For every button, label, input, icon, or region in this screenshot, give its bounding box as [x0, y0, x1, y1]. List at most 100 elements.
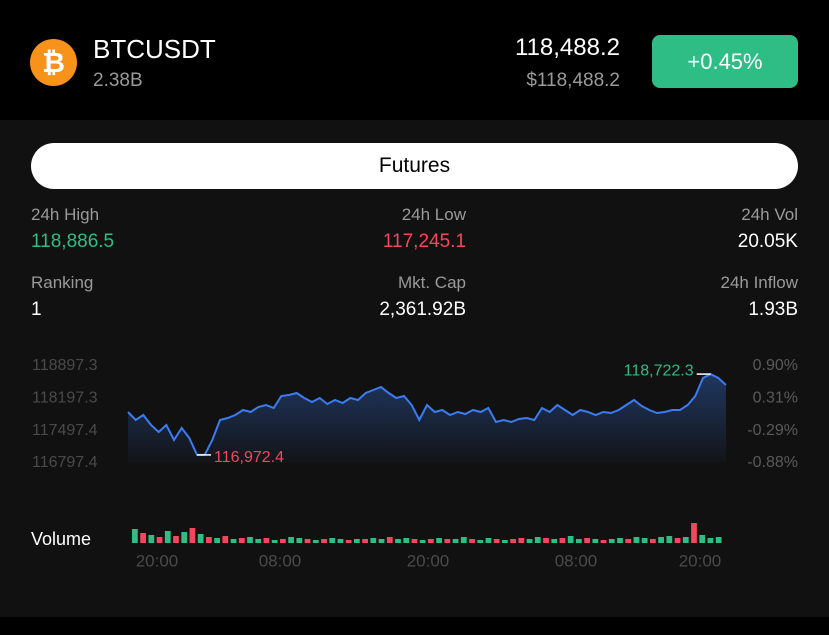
volume-bar [271, 540, 278, 543]
volume-bar [674, 538, 681, 543]
volume-bar [173, 536, 179, 543]
x-tick-label: 20:00 [407, 551, 450, 570]
stat: Mkt. Cap 2,361.92B [206, 273, 466, 321]
y-tick-label: 118897.3 [32, 357, 98, 374]
panel [0, 120, 829, 617]
volume-bar [567, 536, 574, 543]
volume-bar [592, 539, 599, 543]
futures-tab[interactable]: Futures [31, 143, 798, 189]
volume-bar [304, 539, 311, 543]
volume-bar [666, 536, 673, 543]
x-tick-label: 08:00 [259, 551, 302, 570]
stat-label: Ranking [31, 273, 94, 292]
volume-bar [214, 538, 220, 543]
price-line [127, 372, 727, 456]
volume-bar [502, 540, 508, 543]
extreme-label: 118,722.3 [624, 362, 694, 379]
volume-bar [329, 538, 336, 543]
volume-bar [354, 539, 360, 543]
volume-bar [633, 537, 640, 543]
volume-bar [206, 537, 212, 543]
stat-label: 24h Inflow [720, 273, 799, 292]
volume-bar [345, 540, 352, 543]
volume-bar [132, 529, 138, 543]
volume-bar [559, 538, 566, 543]
price-area [128, 374, 726, 463]
volume-bar [370, 538, 377, 543]
volume-bar [156, 537, 163, 543]
volume-bar [576, 539, 582, 543]
change-badge[interactable]: +0.45% [652, 35, 798, 88]
stat-label: 24h High [31, 205, 100, 224]
symbol: BTCUSDT [93, 34, 216, 64]
x-tick-label: 08:00 [555, 551, 598, 570]
volume-bar [197, 534, 204, 543]
volume-bar [337, 539, 344, 543]
volume-bar [485, 538, 492, 543]
volume-bar [658, 537, 664, 543]
volume-bar [386, 537, 393, 543]
stat: 24h Vol 20.05K [538, 205, 798, 253]
stat-label: 24h Vol [741, 205, 798, 224]
volume-bar [436, 538, 442, 543]
coin-icon: ₿ [30, 39, 77, 86]
x-tick-label: 20:00 [679, 551, 722, 570]
volume-bar [247, 537, 253, 543]
stat-value: 2,361.92B [379, 299, 466, 320]
stat-value: 1.93B [748, 299, 798, 320]
price: 118,488.2 [515, 34, 620, 61]
volume: 2.38B [93, 70, 143, 91]
y2-tick-label: -0.29% [747, 422, 798, 439]
volume-bar [452, 539, 459, 543]
volume-bar [288, 537, 294, 543]
x-tick-label: 20:00 [136, 551, 179, 570]
volume-bar [650, 539, 656, 543]
volume-bar [641, 538, 648, 543]
volume-bar [419, 540, 426, 543]
y-tick-label: 117497.4 [32, 422, 98, 439]
volume-bar [395, 539, 401, 543]
volume-bar [428, 539, 434, 543]
volume-bar [164, 531, 171, 543]
volume-bar [378, 539, 385, 543]
volume-bar [148, 535, 155, 543]
stat: 24h High 118,886.5 [31, 205, 291, 253]
volume-bar [230, 539, 237, 543]
volume-bar [608, 539, 615, 543]
volume-bar [460, 537, 467, 543]
volume-bar [551, 539, 558, 543]
volume-bar [222, 536, 229, 543]
volume-bar [584, 538, 590, 543]
volume-bar [543, 538, 549, 543]
volume-bar [411, 539, 418, 543]
stat-value: 1 [31, 299, 42, 320]
volume-bar [526, 539, 533, 543]
volume-bar [312, 540, 319, 543]
volume-bar [444, 539, 451, 543]
stat-value: 118,886.5 [31, 231, 115, 252]
volume-bar [255, 539, 262, 543]
volume-bar [493, 539, 500, 543]
stat: Ranking 1 [31, 273, 291, 321]
volume-bar [321, 539, 327, 543]
extreme-label: 116,972.4 [214, 449, 284, 466]
y2-tick-label: 0.90% [753, 357, 798, 374]
volume-bar [403, 538, 410, 543]
stat: 24h Inflow 1.93B [538, 273, 799, 321]
y-tick-label: 116797.4 [32, 454, 98, 471]
volume-bar [715, 537, 722, 543]
volume-bar [238, 538, 245, 543]
stat-label: 24h Low [401, 205, 466, 224]
volume-bar [140, 533, 146, 543]
volume-bar [189, 528, 196, 543]
volume-bar [280, 539, 286, 543]
y2-tick-label: 0.31% [753, 389, 798, 406]
y-tick-label: 118197.3 [32, 390, 98, 407]
volume-bar [617, 538, 623, 543]
volume-bar [682, 537, 689, 543]
volume-bar [181, 532, 188, 543]
stat-label: Mkt. Cap [397, 273, 466, 292]
stat-value: 20.05K [737, 231, 798, 252]
volume-bar [469, 539, 475, 543]
